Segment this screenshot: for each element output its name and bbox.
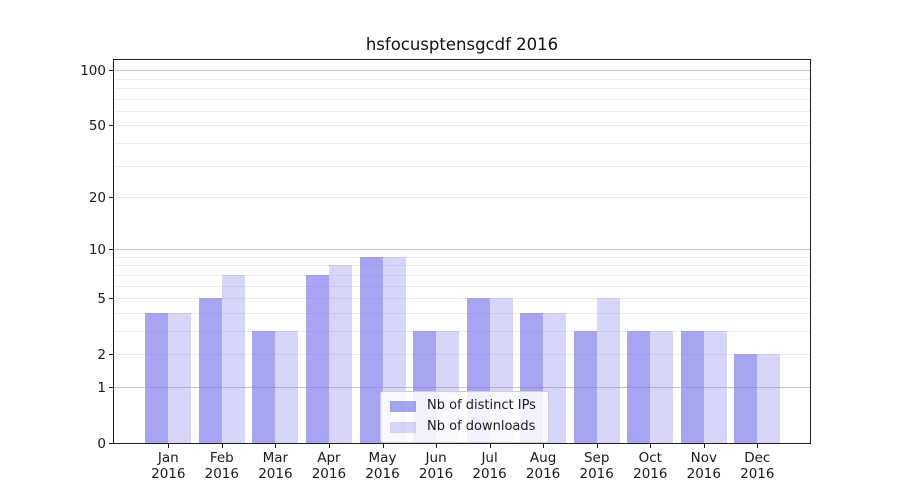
x-tick-mark [221, 444, 223, 448]
minor-gridline [114, 298, 810, 300]
bar-distinct-ips [627, 331, 651, 443]
bar-distinct-ips [573, 331, 597, 443]
x-axis-tick-label: Jul 2016 [472, 450, 507, 482]
x-axis-tick-label: Dec 2016 [740, 450, 775, 482]
y-axis-tick-label: 1 [97, 379, 106, 396]
bar-downloads [596, 298, 620, 443]
minor-gridline [114, 197, 810, 198]
bar-distinct-ips [198, 298, 222, 443]
minor-gridline [114, 165, 810, 167]
y-axis-tick-label: 20 [88, 189, 106, 206]
y-axis-tick-label: 10 [88, 241, 106, 258]
x-tick-mark [436, 444, 438, 448]
x-tick-mark [275, 444, 277, 448]
legend-label-downloads: Nb of downloads [427, 419, 536, 434]
y-tick-mark [109, 249, 113, 251]
major-gridline [114, 387, 810, 388]
minor-gridline [114, 87, 810, 89]
x-tick-mark [328, 444, 330, 448]
gridlines-layer [114, 60, 810, 443]
y-axis-tick-label: 0 [97, 435, 106, 452]
bar-downloads [650, 331, 674, 443]
x-tick-mark [489, 444, 491, 448]
minor-gridline [114, 142, 810, 144]
minor-gridline [114, 265, 810, 267]
x-axis-tick-label: Oct 2016 [633, 450, 668, 482]
x-axis-tick-label: Jan 2016 [151, 450, 186, 482]
bar-downloads [328, 265, 352, 443]
legend-swatch-downloads [390, 421, 416, 433]
y-tick-mark [109, 298, 113, 300]
bar-distinct-ips [359, 256, 383, 443]
y-tick-mark [109, 70, 113, 72]
plot-area [113, 59, 811, 444]
minor-gridline [114, 110, 810, 112]
y-axis-tick-label: 50 [88, 117, 106, 134]
x-tick-mark [596, 444, 598, 448]
bar-downloads [168, 312, 192, 443]
x-axis-tick-label: Aug 2016 [525, 450, 561, 482]
major-gridline [114, 249, 810, 251]
x-axis-tick-label: Sep 2016 [579, 450, 614, 482]
y-axis-tick-label: 2 [97, 346, 106, 363]
x-tick-mark [168, 444, 170, 448]
x-axis-tick-label: Jun 2016 [418, 450, 454, 482]
x-tick-mark [703, 444, 705, 448]
minor-gridline [114, 312, 810, 314]
bar-downloads [703, 331, 727, 443]
x-axis-tick-label: May 2016 [365, 450, 400, 482]
y-tick-mark [109, 125, 113, 127]
major-gridline [114, 70, 810, 72]
minor-gridline [114, 354, 810, 356]
bar-downloads [757, 354, 781, 443]
y-axis-tick-label: 100 [80, 62, 106, 79]
minor-gridline [114, 98, 810, 100]
x-tick-mark [382, 444, 384, 448]
x-tick-mark [543, 444, 545, 448]
minor-gridline [114, 285, 810, 287]
minor-gridline [114, 256, 810, 258]
bar-distinct-ips [305, 275, 329, 443]
x-tick-mark [650, 444, 652, 448]
y-axis-tick-label: 5 [97, 290, 106, 307]
legend: Nb of distinct IPs Nb of downloads [380, 391, 549, 443]
x-axis-tick-label: Apr 2016 [311, 450, 347, 482]
x-axis-tick-label: Nov 2016 [686, 450, 721, 482]
x-axis-tick-label: Feb 2016 [204, 450, 239, 482]
y-tick-mark [109, 197, 113, 198]
legend-item-downloads: Nb of downloads [390, 419, 536, 435]
minor-gridline [114, 331, 810, 332]
x-tick-mark [757, 444, 759, 448]
bar-distinct-ips [252, 331, 276, 443]
bar-distinct-ips [680, 331, 704, 443]
x-axis-tick-label: Mar 2016 [258, 450, 293, 482]
minor-gridline [114, 275, 810, 276]
y-tick-mark [109, 354, 113, 356]
bar-distinct-ips [734, 354, 758, 443]
chart-title: hsfocusptensgcdf 2016 [365, 35, 559, 54]
y-tick-mark [109, 443, 113, 444]
minor-gridline [114, 78, 810, 80]
minor-gridline [114, 125, 810, 127]
bar-distinct-ips [145, 312, 169, 443]
bar-downloads [275, 331, 299, 443]
bar-downloads [221, 275, 245, 443]
legend-item-distinct-ips: Nb of distinct IPs [390, 398, 536, 414]
legend-label-distinct-ips: Nb of distinct IPs [427, 398, 536, 413]
y-tick-mark [109, 387, 113, 388]
legend-swatch-distinct-ips [390, 400, 416, 412]
bars-layer [114, 60, 810, 443]
